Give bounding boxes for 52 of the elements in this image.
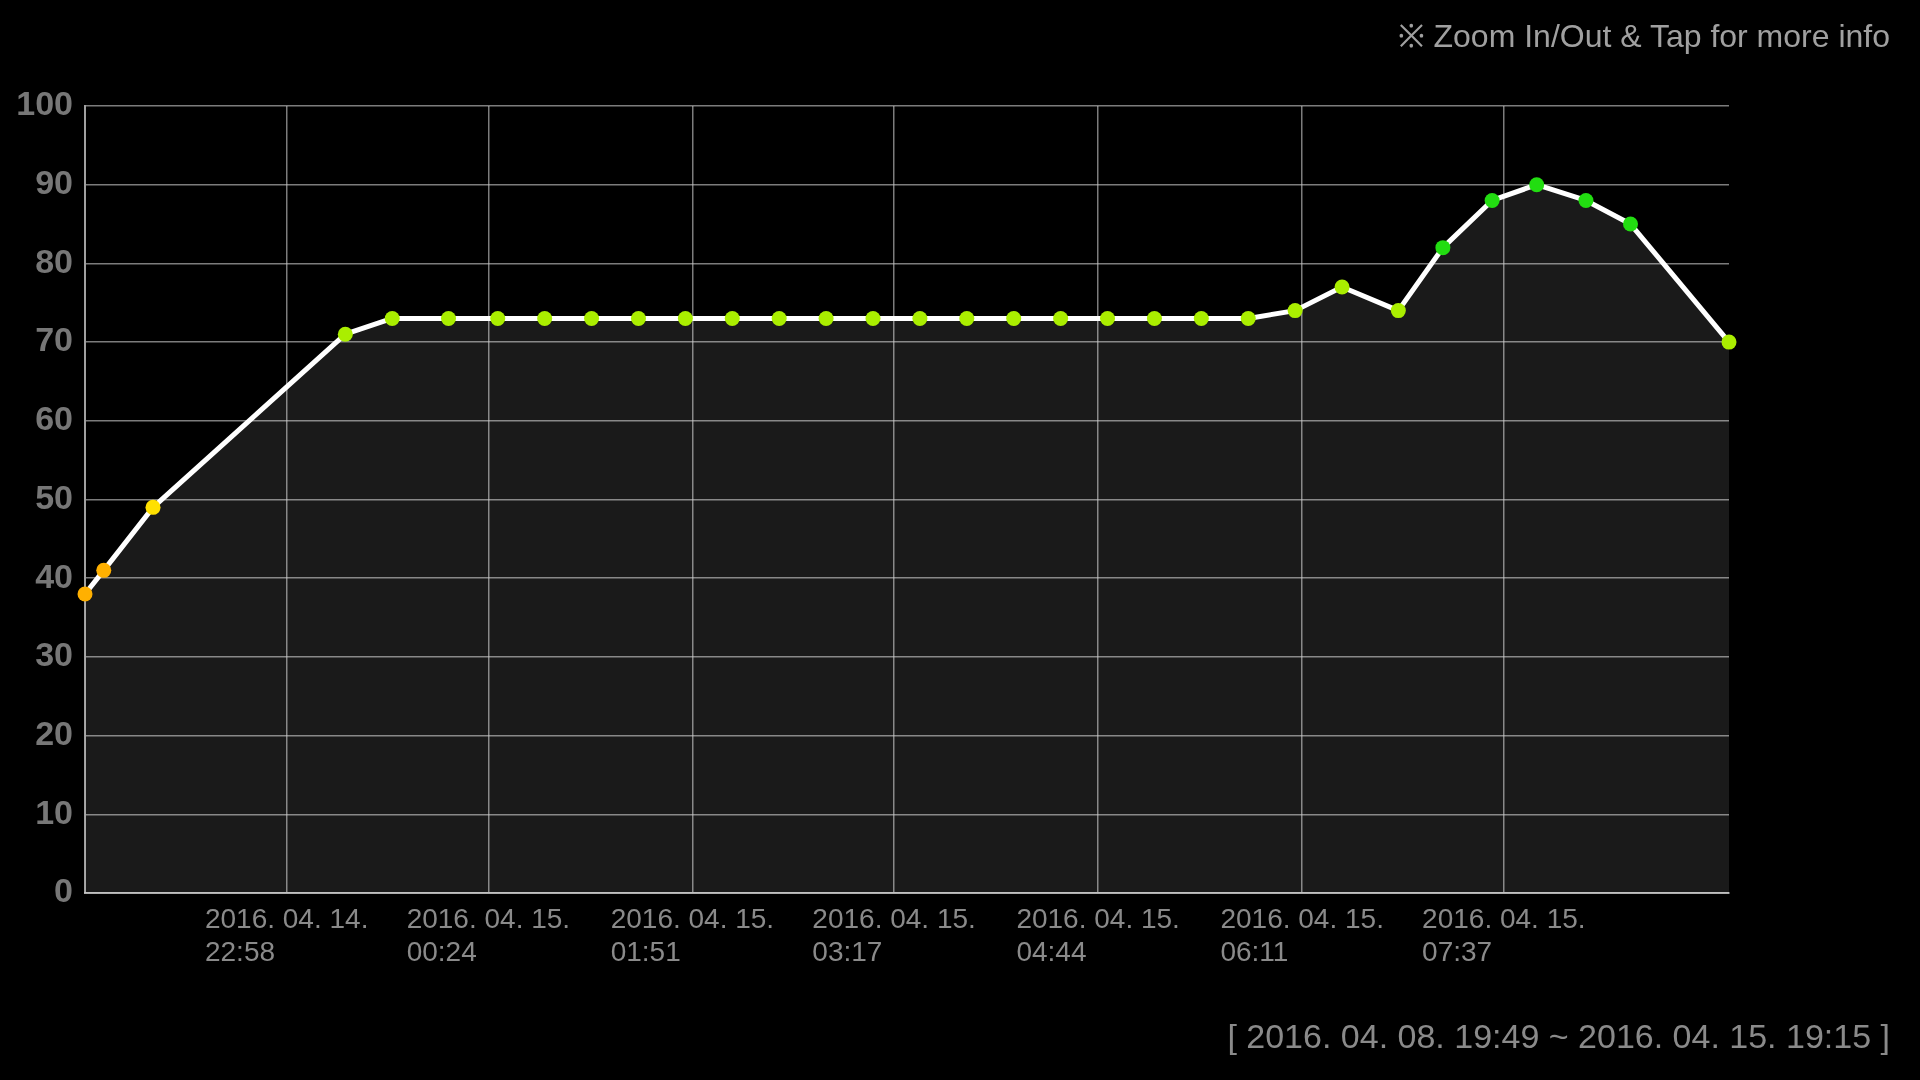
- point: [337, 326, 353, 342]
- x-tick-label: 2016. 04. 15. 07:37: [1422, 902, 1586, 968]
- y-tick-label: 40: [35, 556, 73, 595]
- point: [1146, 310, 1162, 326]
- y-tick-label: 30: [35, 635, 73, 674]
- point: [384, 310, 400, 326]
- point: [1529, 177, 1545, 193]
- point: [1240, 310, 1256, 326]
- text: ※ Zoom In/Out & Tap for more info: [1397, 18, 1890, 55]
- point: [912, 310, 928, 326]
- y-tick-label: 100: [16, 84, 73, 123]
- point: [1390, 303, 1406, 319]
- point: [441, 310, 457, 326]
- point: [1721, 334, 1737, 350]
- x-tick-label: 2016. 04. 15. 00:24: [406, 902, 571, 968]
- point: [1435, 240, 1451, 256]
- point: [584, 310, 600, 326]
- y-tick-label: 10: [35, 792, 73, 831]
- y-tick-label: 0: [54, 871, 73, 910]
- x-tick-label: 2016. 04. 15. 06:11: [1220, 902, 1384, 968]
- point: [1578, 192, 1594, 208]
- point: [630, 310, 646, 326]
- text: [ 2016. 04. 08. 19:49 ~ 2016. 04. 15. 19:15 ]: [1227, 1016, 1890, 1056]
- point: [537, 310, 553, 326]
- point: [1006, 310, 1022, 326]
- point: [818, 310, 834, 326]
- y-tick-label: 50: [35, 477, 73, 516]
- point: [77, 586, 93, 602]
- y-tick-label: 60: [35, 399, 73, 438]
- y-tick-label: 20: [35, 713, 73, 752]
- x-tick-label: 2016. 04. 15. 04:44: [1016, 902, 1180, 968]
- y-tick-label: 70: [35, 320, 73, 359]
- point: [1287, 303, 1303, 319]
- y-tick-label: 80: [35, 241, 73, 280]
- point: [1484, 192, 1500, 208]
- point: [1193, 310, 1209, 326]
- x-tick-label: 2016. 04. 15. 01:51: [610, 902, 775, 968]
- point: [490, 310, 506, 326]
- x-tick-label: 2016. 04. 15. 03:17: [812, 902, 976, 968]
- point: [771, 310, 787, 326]
- y-tick-label: 90: [35, 163, 73, 202]
- point: [96, 562, 112, 578]
- point: [677, 310, 693, 326]
- x-tick-label: 2016. 04. 14. 22:58: [204, 902, 369, 968]
- point: [724, 310, 740, 326]
- point: [1100, 310, 1116, 326]
- point: [145, 499, 161, 515]
- point: [959, 310, 975, 326]
- point: [865, 310, 881, 326]
- point: [1334, 279, 1350, 295]
- point: [1053, 310, 1069, 326]
- point: [1623, 216, 1638, 232]
